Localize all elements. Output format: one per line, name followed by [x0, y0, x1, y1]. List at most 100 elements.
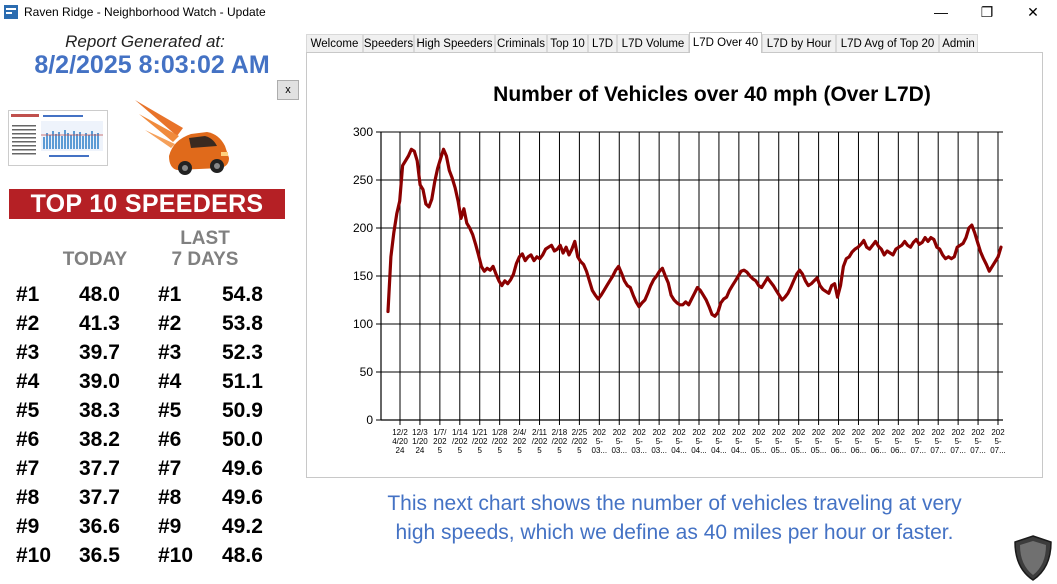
x-tick-label: 202 — [633, 428, 647, 437]
rank-today: #5 — [16, 399, 40, 422]
tab-criminals[interactable]: Criminals — [495, 34, 547, 52]
x-tick-label: 5- — [994, 437, 1001, 446]
report-datetime: 8/2/2025 8:03:02 AM — [34, 51, 270, 79]
x-tick-label: 5 — [497, 446, 502, 455]
x-tick-label: 1/20 — [412, 437, 428, 446]
vehicles-over-40-chart: Number of Vehicles over 40 mph (Over L7D… — [353, 83, 1006, 455]
series-line — [386, 147, 1003, 318]
tab-l7d-avg-of-top-20[interactable]: L7D Avg of Top 20 — [836, 34, 939, 52]
x-tick-label: 5- — [596, 437, 603, 446]
speed-today: 41.3 — [79, 312, 120, 335]
tab-high-speeders[interactable]: High Speeders — [414, 34, 495, 52]
x-tick-label: 5- — [835, 437, 842, 446]
speed-week: 50.0 — [222, 428, 263, 451]
x-tick-label: 07... — [910, 446, 926, 455]
y-tick-label: 50 — [360, 365, 374, 379]
x-tick-label: 202 — [792, 428, 806, 437]
app-icon — [4, 5, 18, 19]
rank-week: #5 — [158, 399, 182, 422]
speeding-car-icon — [135, 100, 229, 175]
x-tick-label: 04... — [731, 446, 747, 455]
x-tick-label: 5- — [935, 437, 942, 446]
rank-today: #9 — [16, 515, 40, 538]
today-column-header: TODAY — [62, 249, 128, 270]
tab-speeders[interactable]: Speeders — [363, 34, 414, 52]
minimize-button[interactable]: — — [934, 4, 948, 20]
speeder-row: #6 38.2 #6 50.0 — [16, 428, 286, 457]
x-tick-label: 5- — [815, 437, 822, 446]
x-tick-label: 202 — [712, 428, 726, 437]
speed-week: 50.9 — [222, 399, 263, 422]
x-tick-label: 202 — [652, 428, 666, 437]
rank-today: #6 — [16, 428, 40, 451]
x-tick-label: 202 — [772, 428, 786, 437]
tab-welcome[interactable]: Welcome — [306, 34, 363, 52]
x-tick-label: 5- — [795, 437, 802, 446]
x-tick-label: 12/3 — [412, 428, 428, 437]
x-tick-label: 12/2 — [392, 428, 408, 437]
tab-l7d-by-hour[interactable]: L7D by Hour — [762, 34, 836, 52]
speed-today: 37.7 — [79, 457, 120, 480]
x-tick-label: 24 — [396, 446, 405, 455]
y-tick-label: 200 — [353, 221, 373, 235]
y-tick-label: 0 — [366, 413, 373, 427]
x-tick-label: 05... — [811, 446, 827, 455]
last-header-line1: LAST — [180, 228, 230, 249]
x-tick-label: 2/4/ — [513, 428, 527, 437]
y-tick-label: 100 — [353, 317, 373, 331]
x-tick-label: 202 — [672, 428, 686, 437]
x-tick-label: 05... — [751, 446, 767, 455]
speed-today: 38.3 — [79, 399, 120, 422]
x-tick-label: 1/14 — [452, 428, 468, 437]
x-tick-label: 5 — [438, 446, 443, 455]
x-tick-label: 5- — [636, 437, 643, 446]
speeder-row: #4 39.0 #4 51.1 — [16, 370, 286, 399]
x-tick-label: /202 — [532, 437, 548, 446]
rank-today: #8 — [16, 486, 40, 509]
x-tick-label: 5- — [735, 437, 742, 446]
tab-l7d-volume[interactable]: L7D Volume — [617, 34, 689, 52]
rank-today: #4 — [16, 370, 40, 393]
tab-l7d-over-40[interactable]: L7D Over 40 — [689, 32, 762, 53]
speed-week: 49.2 — [222, 515, 263, 538]
x-tick-label: 5- — [616, 437, 623, 446]
rank-week: #1 — [158, 283, 182, 306]
x-tick-label: 5 — [577, 446, 582, 455]
x-tick-label: /202 — [552, 437, 568, 446]
speed-today: 39.0 — [79, 370, 120, 393]
x-tick-label: /202 — [492, 437, 508, 446]
x-tick-label: 5- — [656, 437, 663, 446]
restore-button[interactable]: ❐ — [980, 3, 994, 20]
x-tick-label: 202 — [513, 437, 527, 446]
x-tick-label: 04... — [711, 446, 727, 455]
report-generated-label: Report Generated at: — [65, 32, 225, 51]
close-window-button[interactable]: ✕ — [1027, 3, 1039, 20]
x-tick-label: /202 — [452, 437, 468, 446]
x-tick-label: 202 — [892, 428, 906, 437]
x-tick-label: 07... — [930, 446, 946, 455]
chart-thumbnail — [8, 110, 108, 166]
speed-week: 51.1 — [222, 370, 263, 393]
tab-admin[interactable]: Admin — [939, 34, 978, 52]
rank-today: #2 — [16, 312, 40, 335]
x-tick-label: 5 — [537, 446, 542, 455]
caption-line-2: high speeds, which we define as 40 miles… — [395, 521, 954, 544]
tab-l7d[interactable]: L7D — [588, 34, 617, 52]
x-tick-label: 04... — [671, 446, 687, 455]
x-tick-label: 06... — [831, 446, 847, 455]
shield-icon — [1014, 535, 1052, 581]
x-tick-label: 5- — [895, 437, 902, 446]
speed-today: 37.7 — [79, 486, 120, 509]
tab-top-10[interactable]: Top 10 — [547, 34, 588, 52]
speeder-row: #2 41.3 #2 53.8 — [16, 312, 286, 341]
rank-today: #10 — [16, 544, 52, 567]
x-tick-label: 06... — [871, 446, 887, 455]
x-tick-label: 4/20 — [392, 437, 408, 446]
x-tick-label: 2/25 — [572, 428, 588, 437]
x-tick-label: 1/28 — [492, 428, 508, 437]
close-panel-button[interactable]: x — [277, 80, 299, 100]
speeder-row: #1 48.0 #1 54.8 — [16, 283, 286, 312]
caption-line-1: This next chart shows the number of vehi… — [387, 492, 962, 515]
speed-week: 48.6 — [222, 544, 263, 567]
chart-title: Number of Vehicles over 40 mph (Over L7D… — [493, 83, 931, 106]
